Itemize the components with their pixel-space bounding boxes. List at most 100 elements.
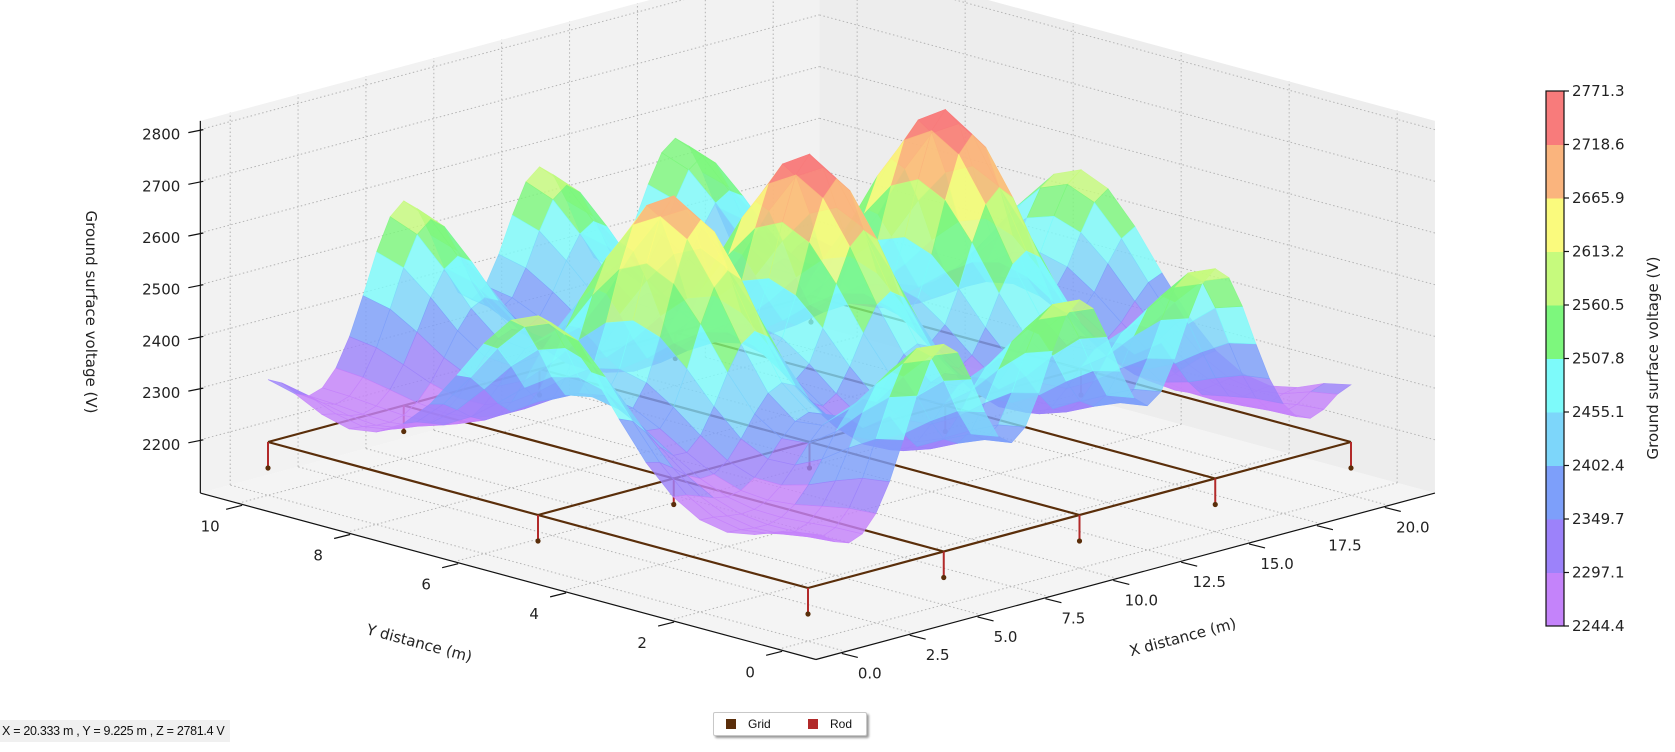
colorbar-tick-label: 2613.2 [1572,243,1625,261]
rod-tip [1212,501,1218,508]
cursor-readout: X = 20.333 m , Y = 9.225 m , Z = 2781.4 … [0,720,231,742]
rod-tip [265,465,271,471]
z-tick [188,180,204,185]
colorbar-band [1546,251,1564,306]
x-tick-label: 20.0 [1396,518,1429,536]
rod-tip [805,611,811,617]
z-axis-title: Ground surface voltage (V) [82,211,100,414]
rod-tip [535,538,541,544]
y-tick [225,504,243,510]
x-tick [909,634,926,640]
floor-gridline [778,482,1398,650]
rod-tip [671,501,677,508]
colorbar-tick-label: 2507.8 [1572,350,1625,368]
x-tick [977,616,994,622]
x-tick-label: 12.5 [1192,573,1225,591]
colorbar-band [1546,412,1564,466]
legend-item-rod[interactable]: Rod [808,713,852,735]
axes-lines [188,120,1436,661]
wall-gridline [200,14,820,182]
floor-gridline [238,336,858,504]
colorbar-band [1546,305,1564,359]
colorbar-band [1546,144,1564,199]
x-tick [1045,598,1062,604]
y-tick-label: 10 [201,517,220,535]
x-axis-title: X distance (m) [1127,614,1238,660]
z-tick [188,284,204,289]
colorbar-tick-label: 2244.4 [1572,617,1625,635]
legend-label-rod: Rod [830,717,853,731]
rod-tip [941,574,947,581]
colorbar-band [1546,519,1564,573]
y-tick-label: 6 [421,576,431,594]
colorbar-tick-label: 2560.5 [1572,296,1625,314]
z-tick-label: 2700 [142,177,180,195]
x-tick-label: 2.5 [926,646,950,664]
y-tick [333,533,351,540]
z-tick-label: 2600 [142,229,180,247]
y-tick [549,592,567,598]
y-tick-label: 8 [313,546,323,564]
colorbar-tick-label: 2297.1 [1572,564,1625,582]
legend-label-grid: Grid [748,717,771,731]
colorbar-band [1546,198,1564,252]
x-tick-label: 15.0 [1260,555,1293,573]
z-tick-label: 2200 [142,436,180,454]
rod-swatch-icon [808,719,818,729]
surface-facet [780,531,822,536]
colorbar-band [1546,358,1564,413]
x-tick-label: 0.0 [858,664,882,682]
colorbar-title: Ground surface voltage (V) [1644,257,1662,460]
legend: Grid Rod [713,712,867,736]
z-tick-label: 2400 [142,332,180,350]
x-tick-label: 5.0 [994,628,1018,646]
wall-gridline [200,66,820,234]
x-tick-label: 7.5 [1061,610,1085,628]
colorbar-tick-label: 2665.9 [1572,189,1625,207]
x-tick [1316,525,1334,531]
y-tick-label: 0 [745,663,755,681]
rod-tip [1076,538,1083,544]
z-tick [188,439,204,444]
rod-tip [401,428,407,435]
y-axis-line [200,492,817,661]
colorbar-tick-label: 2771.3 [1572,82,1625,100]
voltage-surface [267,108,1352,544]
y-tick-label: 2 [637,634,647,652]
wall-gridline [200,117,820,286]
z-tick [188,335,204,340]
y-tick-label: 4 [529,605,539,623]
x-tick-label: 10.0 [1125,591,1158,609]
colorbar-tick-label: 2718.6 [1572,136,1625,154]
z-tick [188,387,204,392]
z-tick-label: 2500 [142,281,180,299]
z-tick-label: 2800 [142,126,180,144]
x-axis-line [815,492,1436,661]
x-tick [1113,579,1130,586]
rod-tip [1348,465,1354,471]
grid-swatch-icon [726,719,736,729]
colorbar-band [1546,572,1564,627]
colorbar-band [1546,465,1564,520]
floor-gridline [670,453,1290,621]
x-tick [1248,543,1266,549]
x-tick-label: 17.5 [1328,537,1361,555]
y-tick [441,563,459,569]
x-tick [1181,561,1198,567]
z-tick [188,232,204,237]
colorbar: Ground surface voltage (V) 2771.3 2718.6 2… [1545,82,1662,635]
wall-gridline [200,0,685,131]
legend-item-grid[interactable]: Grid [726,713,771,735]
y-tick [657,621,675,627]
y-axis-title: Y distance (m) [364,620,475,666]
y-tick [765,650,783,656]
z-tick [188,129,204,134]
x-tick [1384,506,1401,513]
colorbar-tick-label: 2455.1 [1572,403,1625,421]
colorbar-tick-label: 2402.4 [1572,457,1625,475]
z-tick-label: 2300 [142,384,180,402]
colorbar-band [1546,91,1564,145]
x-tick [841,652,858,659]
colorbar-tick-label: 2349.7 [1572,510,1625,528]
